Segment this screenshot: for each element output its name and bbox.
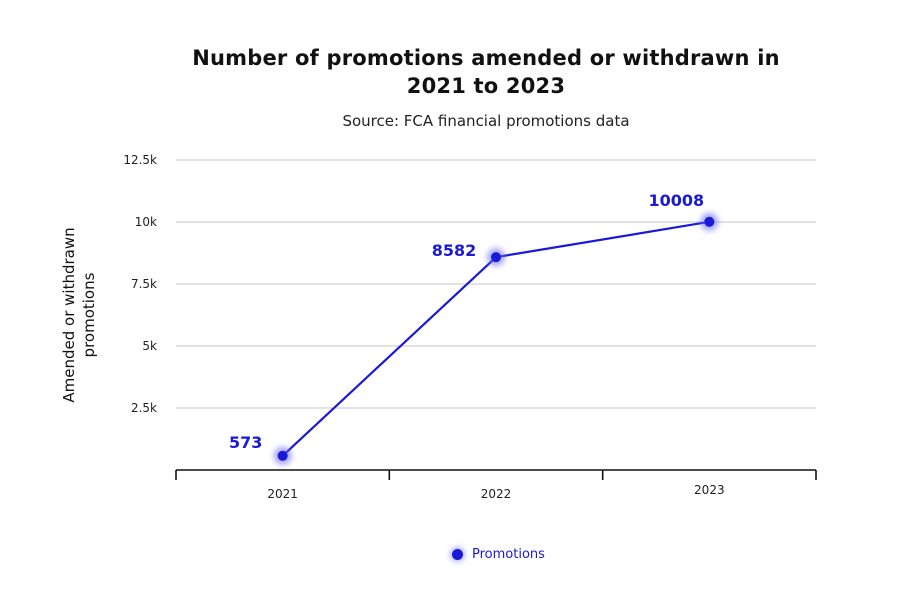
data-point: [704, 216, 715, 227]
y-axis-title-text: Amended or withdrawn promotions: [60, 227, 98, 402]
gridlines: [176, 159, 816, 409]
y-axis-title-line: Amended or withdrawn: [60, 227, 78, 402]
chart-title: Number of promotions amended or withdraw…: [0, 44, 912, 100]
y-tick-label: 10k: [135, 215, 157, 229]
y-axis-title: Amended or withdrawn promotions: [60, 227, 98, 402]
data-label: 573: [229, 433, 262, 452]
y-tick-label: 2.5k: [131, 401, 157, 415]
y-axis-title-line: promotions: [80, 272, 98, 357]
chart-title-line-1: Number of promotions amended or withdraw…: [192, 46, 780, 70]
x-tick-label: 2022: [481, 487, 512, 501]
y-tick-label: 12.5k: [123, 153, 157, 167]
series-promotions: [273, 212, 719, 465]
x-tick-label: 2021: [267, 487, 298, 501]
legend-label-promotions: Promotions: [472, 547, 545, 562]
data-label: 8582: [432, 241, 477, 260]
data-point: [277, 450, 288, 461]
data-labels: 573 8582 10008: [229, 191, 704, 452]
data-point: [491, 252, 501, 263]
legend-marker: [452, 549, 463, 560]
chart-subtitle: Source: FCA financial promotions data: [342, 112, 630, 130]
x-axis: 2021 2022 2023: [175, 469, 817, 501]
legend: Promotions: [452, 547, 545, 562]
data-label: 10008: [648, 191, 704, 210]
chart-title-line-2: 2021 to 2023: [406, 74, 566, 98]
y-tick-label: 5k: [142, 339, 157, 353]
y-tick-label: 7.5k: [131, 277, 157, 291]
y-axis-ticks: 2.5k 5k 7.5k 10k 12.5k: [123, 153, 157, 415]
x-tick-label: 2023: [694, 483, 725, 497]
